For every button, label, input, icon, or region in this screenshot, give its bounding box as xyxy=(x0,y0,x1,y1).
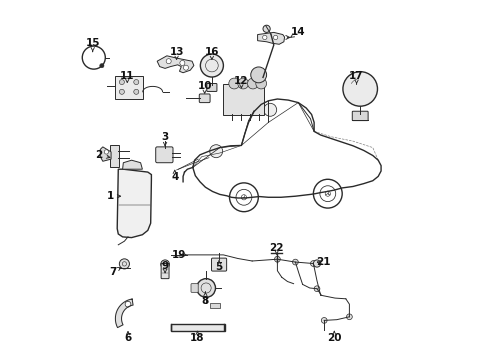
Text: 1: 1 xyxy=(106,191,114,201)
Circle shape xyxy=(134,80,139,85)
Text: 3: 3 xyxy=(162,132,169,142)
Circle shape xyxy=(321,318,327,323)
Circle shape xyxy=(325,191,330,196)
Circle shape xyxy=(343,72,377,106)
Text: 2: 2 xyxy=(96,150,103,160)
Text: 5: 5 xyxy=(216,262,222,272)
Circle shape xyxy=(263,25,270,32)
Text: 6: 6 xyxy=(124,333,132,343)
Circle shape xyxy=(263,35,267,40)
Polygon shape xyxy=(116,299,133,328)
FancyBboxPatch shape xyxy=(207,84,217,91)
Circle shape xyxy=(273,35,278,40)
Text: 8: 8 xyxy=(202,296,209,306)
FancyBboxPatch shape xyxy=(191,284,198,292)
Circle shape xyxy=(183,65,189,70)
Polygon shape xyxy=(258,32,285,44)
Text: 9: 9 xyxy=(162,261,169,271)
Text: 22: 22 xyxy=(270,243,284,253)
Text: 12: 12 xyxy=(234,76,248,86)
Circle shape xyxy=(120,259,129,269)
Circle shape xyxy=(311,261,316,266)
FancyBboxPatch shape xyxy=(199,94,210,103)
FancyBboxPatch shape xyxy=(110,145,119,167)
Circle shape xyxy=(229,78,240,89)
Circle shape xyxy=(247,78,258,89)
Text: 20: 20 xyxy=(327,333,342,343)
Circle shape xyxy=(264,103,277,116)
Circle shape xyxy=(120,80,124,85)
FancyBboxPatch shape xyxy=(171,324,225,331)
Text: 11: 11 xyxy=(120,71,135,81)
Circle shape xyxy=(104,150,109,154)
Circle shape xyxy=(200,54,223,77)
Polygon shape xyxy=(100,147,111,161)
Circle shape xyxy=(293,259,298,265)
Text: 17: 17 xyxy=(349,71,364,81)
Circle shape xyxy=(99,63,104,68)
Text: 13: 13 xyxy=(170,47,184,57)
Text: 16: 16 xyxy=(205,47,219,57)
FancyBboxPatch shape xyxy=(161,264,169,279)
Circle shape xyxy=(238,78,248,89)
Text: 10: 10 xyxy=(197,81,212,91)
Circle shape xyxy=(242,195,246,200)
Circle shape xyxy=(210,145,222,158)
Circle shape xyxy=(314,260,320,267)
Text: 7: 7 xyxy=(109,267,116,277)
Circle shape xyxy=(134,89,139,94)
Circle shape xyxy=(197,279,216,297)
Polygon shape xyxy=(157,56,194,73)
Text: 18: 18 xyxy=(190,333,205,343)
Circle shape xyxy=(166,59,171,64)
Text: 21: 21 xyxy=(316,257,331,267)
Polygon shape xyxy=(210,303,220,308)
FancyBboxPatch shape xyxy=(212,258,227,271)
Circle shape xyxy=(161,260,170,269)
Circle shape xyxy=(314,286,320,292)
Circle shape xyxy=(346,314,352,320)
Circle shape xyxy=(180,60,185,66)
FancyBboxPatch shape xyxy=(222,84,264,115)
Text: 19: 19 xyxy=(172,250,187,260)
Circle shape xyxy=(256,78,267,89)
FancyBboxPatch shape xyxy=(352,111,368,121)
Polygon shape xyxy=(122,160,143,169)
Text: 4: 4 xyxy=(171,172,178,182)
Circle shape xyxy=(120,89,124,94)
Text: 15: 15 xyxy=(85,38,100,48)
Circle shape xyxy=(274,256,280,262)
Circle shape xyxy=(251,67,267,83)
Circle shape xyxy=(125,301,131,307)
FancyBboxPatch shape xyxy=(115,76,144,99)
Text: 14: 14 xyxy=(291,27,306,37)
Polygon shape xyxy=(117,169,151,238)
FancyBboxPatch shape xyxy=(156,147,173,163)
